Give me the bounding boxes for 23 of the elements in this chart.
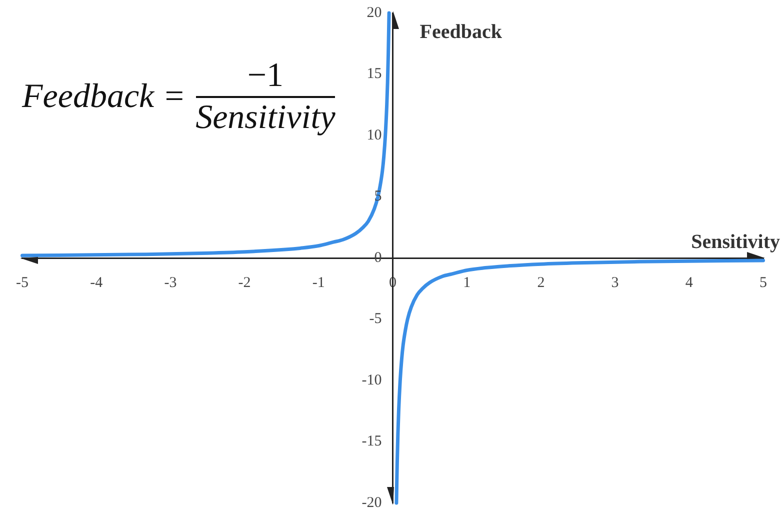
- annotation: Sensitivity: [196, 98, 336, 138]
- x-tick-label: 3: [611, 274, 619, 291]
- x-tick-label: -4: [90, 274, 104, 291]
- x-tick-label: 1: [463, 274, 471, 291]
- y-tick-label: -5: [369, 311, 382, 328]
- x-tick-label: -3: [164, 274, 177, 291]
- y-tick-label: -15: [362, 434, 382, 450]
- y-axis-title: Feedback: [420, 21, 503, 44]
- x-axis-title: Sensitivity: [691, 231, 780, 254]
- annotation: −1: [196, 57, 336, 98]
- y-tick-label: -10: [362, 372, 382, 388]
- y-tick-label: -20: [362, 494, 382, 511]
- x-tick-label: -5: [16, 274, 28, 291]
- annotation: Feedback =: [22, 78, 186, 116]
- y-tick-label: 10: [366, 127, 382, 144]
- y-tick-label: 15: [366, 66, 382, 82]
- x-tick-label: 2: [537, 274, 545, 291]
- y-tick-label: 20: [366, 4, 382, 21]
- line-series: [394, 258, 765, 505]
- x-tick-label: 5: [760, 274, 767, 291]
- x-tick-label: -1: [312, 274, 325, 291]
- x-tick-label: -2: [238, 274, 251, 291]
- x-tick-label: 4: [685, 274, 694, 291]
